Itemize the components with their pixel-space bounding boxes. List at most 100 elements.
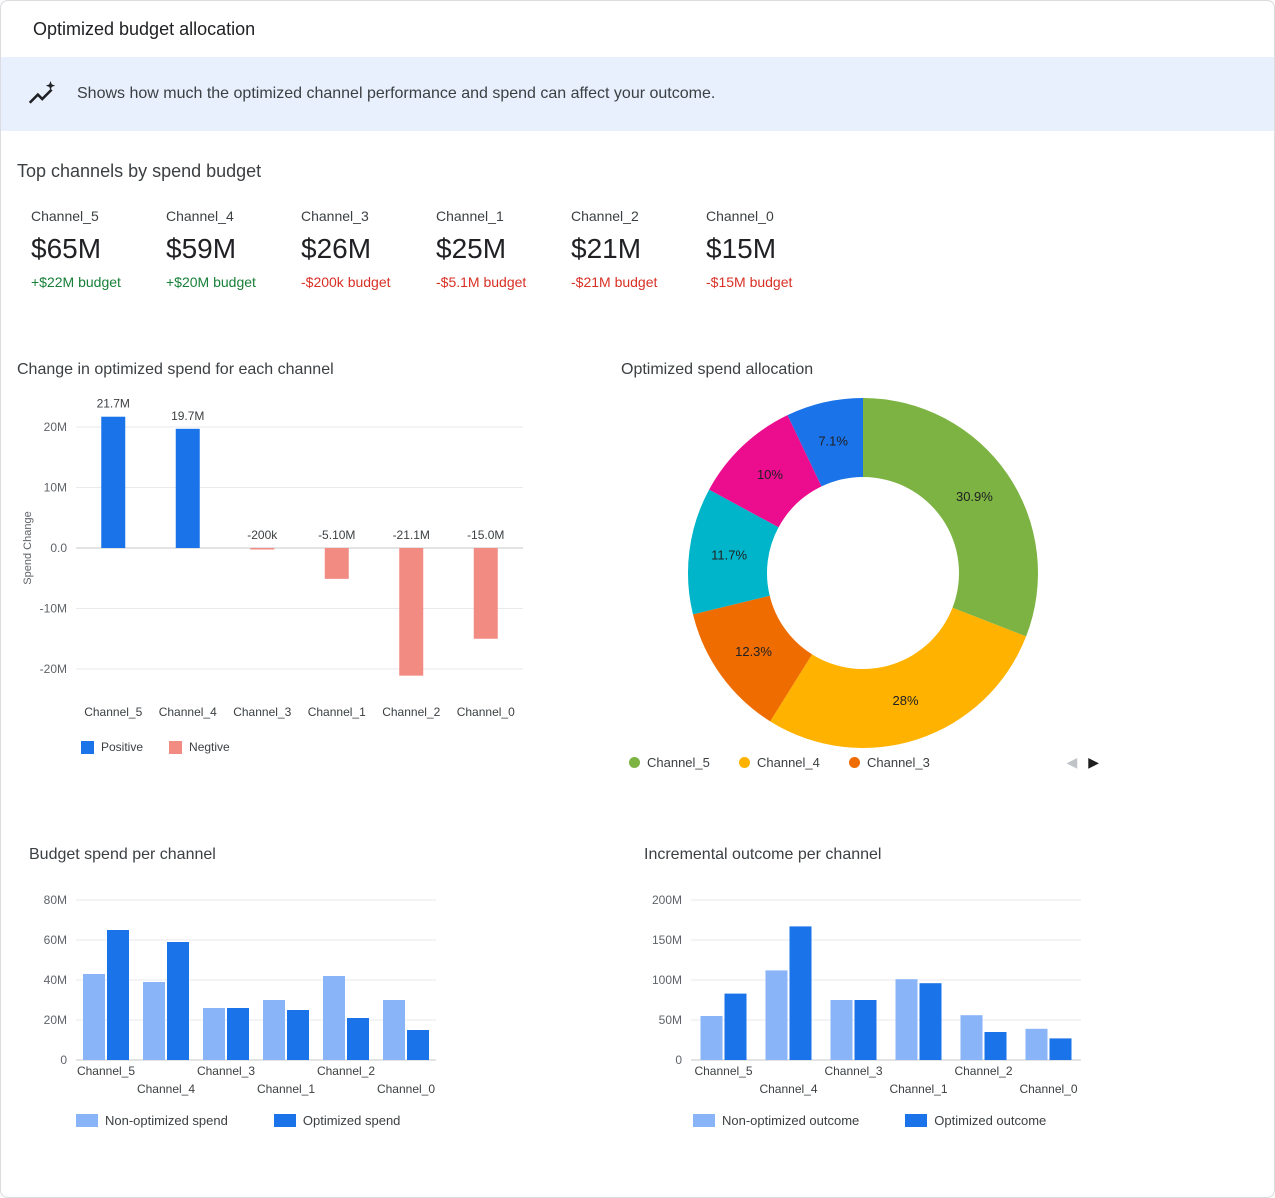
svg-text:12.3%: 12.3% bbox=[735, 644, 772, 659]
svg-text:Channel_5: Channel_5 bbox=[77, 1064, 135, 1078]
svg-text:11.7%: 11.7% bbox=[711, 548, 747, 563]
channel-3-swatch bbox=[849, 757, 860, 768]
top-channel-cards: Channel_5 $65M +$22M budget Channel_4 $5… bbox=[31, 208, 841, 290]
budget-spend-chart: 0 20M 40M 60M 80M Channel_5Channel_4Channel_3… bbox=[44, 893, 436, 1096]
svg-text:Channel_3: Channel_3 bbox=[824, 1064, 882, 1078]
legend-prev-arrow-icon[interactable]: ◀ bbox=[1066, 754, 1078, 770]
legend-pager: ◀ ▶ bbox=[1066, 754, 1099, 771]
channel-spend-value: $59M bbox=[166, 233, 237, 264]
channel-card: Channel_1 $25M -$5.1M budget bbox=[436, 208, 571, 290]
svg-text:10M: 10M bbox=[44, 481, 67, 495]
svg-text:19.7M: 19.7M bbox=[171, 409, 204, 423]
svg-text:-20M: -20M bbox=[40, 662, 67, 676]
channel-name: Channel_3 bbox=[301, 208, 369, 224]
non-optimized-spend-label: Non-optimized spend bbox=[105, 1113, 228, 1128]
legend-item-channel-4: Channel_4 bbox=[739, 755, 849, 770]
channel-spend-value: $65M bbox=[31, 233, 102, 264]
positive-swatch bbox=[81, 740, 94, 754]
optimized-outcome-label: Optimized outcome bbox=[934, 1113, 1047, 1128]
svg-text:-21.1M: -21.1M bbox=[393, 528, 430, 542]
panel-header: Optimized budget allocation bbox=[1, 1, 1274, 57]
channel-spend-value: $25M bbox=[436, 233, 507, 264]
svg-text:0: 0 bbox=[675, 1053, 682, 1067]
incremental-outcome-legend: Non-optimized outcome Optimized outcome bbox=[693, 1113, 1046, 1128]
legend-next-arrow-icon[interactable]: ▶ bbox=[1088, 754, 1099, 770]
svg-text:Spend Change: Spend Change bbox=[22, 511, 34, 584]
insights-icon bbox=[28, 81, 56, 104]
optimized-spend-swatch bbox=[273, 1114, 296, 1127]
channel-budget-delta: +$22M budget bbox=[31, 274, 121, 290]
svg-text:Channel_3: Channel_3 bbox=[233, 705, 291, 719]
svg-text:21.7M: 21.7M bbox=[97, 397, 130, 411]
svg-text:-10M: -10M bbox=[40, 602, 67, 616]
info-banner: Shows how much the optimized channel per… bbox=[1, 57, 1274, 131]
channel-4-legend-label: Channel_4 bbox=[757, 755, 820, 770]
svg-text:Channel_0: Channel_0 bbox=[457, 705, 515, 719]
svg-text:20M: 20M bbox=[44, 1013, 67, 1027]
incremental-outcome-chart-title: Incremental outcome per channel bbox=[644, 846, 882, 863]
budget-spend-chart-title: Budget spend per channel bbox=[29, 846, 216, 863]
channel-4-swatch bbox=[739, 757, 750, 768]
negative-swatch bbox=[169, 740, 183, 754]
channel-5-legend-label: Channel_5 bbox=[647, 755, 710, 770]
channel-3-legend-label: Channel_3 bbox=[867, 755, 930, 770]
channel-card: Channel_5 $65M +$22M budget bbox=[31, 208, 166, 290]
channel-name: Channel_4 bbox=[166, 208, 234, 224]
channel-budget-delta: -$15M budget bbox=[706, 274, 793, 290]
svg-text:50M: 50M bbox=[659, 1013, 682, 1027]
legend-item-non-optimized-outcome: Non-optimized outcome bbox=[693, 1113, 859, 1128]
svg-text:-5.10M: -5.10M bbox=[318, 528, 355, 542]
budget-spend-legend: Non-optimized spend Optimized spend bbox=[76, 1113, 400, 1128]
svg-text:Channel_2: Channel_2 bbox=[382, 705, 440, 719]
spend-allocation-legend: Channel_5 Channel_4 Channel_3 ◀ ▶ bbox=[629, 754, 1099, 771]
spend-change-legend: Positive Negtive bbox=[81, 740, 230, 754]
channel-card: Channel_0 $15M -$15M budget bbox=[706, 208, 841, 290]
svg-text:10%: 10% bbox=[757, 467, 783, 482]
panel-title: Optimized budget allocation bbox=[33, 18, 256, 39]
svg-text:150M: 150M bbox=[652, 933, 682, 947]
channel-5-swatch bbox=[629, 757, 640, 768]
svg-text:20M: 20M bbox=[44, 420, 67, 434]
legend-item-non-optimized-spend: Non-optimized spend bbox=[76, 1113, 228, 1128]
non-optimized-outcome-swatch bbox=[693, 1114, 715, 1127]
negative-legend-label: Negtive bbox=[189, 740, 230, 754]
legend-item-channel-5: Channel_5 bbox=[629, 755, 739, 770]
channel-name: Channel_2 bbox=[571, 208, 639, 224]
svg-text:Channel_2: Channel_2 bbox=[954, 1064, 1012, 1078]
svg-text:Channel_1: Channel_1 bbox=[308, 705, 366, 719]
svg-text:-200k: -200k bbox=[247, 528, 278, 542]
svg-text:Channel_0: Channel_0 bbox=[377, 1082, 435, 1096]
spend-change-chart: 20M 10M 0.0 -10M -20M 21.7M Channel_5 19.7M Chan… bbox=[22, 397, 523, 719]
svg-text:60M: 60M bbox=[44, 933, 67, 947]
svg-text:Channel_5: Channel_5 bbox=[84, 705, 142, 719]
svg-text:Channel_4: Channel_4 bbox=[759, 1082, 817, 1096]
channel-card: Channel_2 $21M -$21M budget bbox=[571, 208, 706, 290]
spend-allocation-donut-chart: 30.9% 28% 12.3% 11.7% 10% 7.1% bbox=[688, 398, 1038, 748]
svg-text:0: 0 bbox=[60, 1053, 67, 1067]
banner-description: Shows how much the optimized channel per… bbox=[77, 85, 716, 102]
channel-spend-value: $26M bbox=[301, 233, 372, 264]
svg-text:Channel_1: Channel_1 bbox=[889, 1082, 947, 1096]
channel-card: Channel_4 $59M +$20M budget bbox=[166, 208, 301, 290]
svg-text:Channel_0: Channel_0 bbox=[1019, 1082, 1077, 1096]
legend-item-positive: Positive bbox=[81, 740, 143, 754]
channel-name: Channel_0 bbox=[706, 208, 774, 224]
legend-item-optimized-outcome: Optimized outcome bbox=[905, 1113, 1046, 1128]
svg-text:Channel_4: Channel_4 bbox=[159, 705, 217, 719]
legend-item-negative: Negtive bbox=[169, 740, 230, 754]
svg-text:Channel_3: Channel_3 bbox=[197, 1064, 255, 1078]
optimized-outcome-swatch bbox=[905, 1114, 928, 1127]
channel-card: Channel_3 $26M -$200k budget bbox=[301, 208, 436, 290]
channel-budget-delta: -$21M budget bbox=[571, 274, 658, 290]
non-optimized-outcome-label: Non-optimized outcome bbox=[722, 1113, 860, 1128]
svg-text:40M: 40M bbox=[44, 973, 67, 987]
svg-text:-15.0M: -15.0M bbox=[467, 528, 504, 542]
svg-text:100M: 100M bbox=[652, 973, 682, 987]
svg-text:28%: 28% bbox=[893, 693, 919, 708]
channel-spend-value: $15M bbox=[706, 233, 777, 264]
svg-text:30.9%: 30.9% bbox=[956, 489, 993, 504]
svg-text:7.1%: 7.1% bbox=[818, 433, 848, 448]
channel-budget-delta: -$5.1M budget bbox=[436, 274, 527, 290]
channel-name: Channel_5 bbox=[31, 208, 99, 224]
